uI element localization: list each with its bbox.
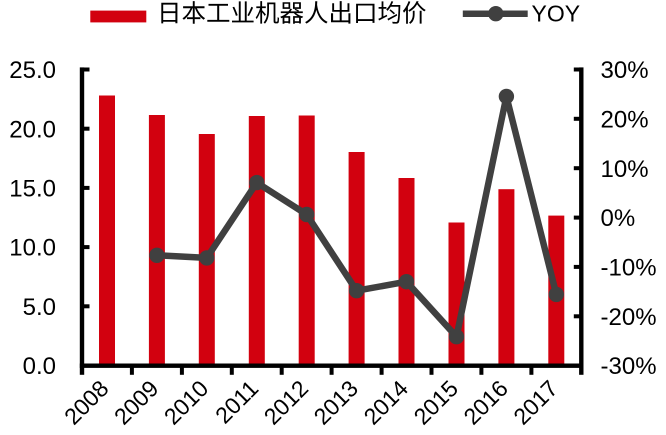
svg-text:YOY: YOY [532, 1, 581, 27]
svg-text:0.0: 0.0 [23, 353, 56, 380]
svg-text:10%: 10% [601, 156, 649, 183]
svg-text:-20%: -20% [601, 304, 657, 331]
svg-text:30%: 30% [601, 57, 649, 84]
svg-text:20%: 20% [601, 106, 649, 133]
svg-text:-30%: -30% [601, 353, 657, 380]
svg-text:20.0: 20.0 [9, 116, 56, 143]
svg-text:10.0: 10.0 [9, 235, 56, 262]
svg-text:-10%: -10% [601, 255, 657, 282]
svg-text:0%: 0% [601, 205, 636, 232]
svg-text:25.0: 25.0 [9, 57, 56, 84]
svg-text:15.0: 15.0 [9, 176, 56, 203]
svg-text:5.0: 5.0 [23, 294, 56, 321]
